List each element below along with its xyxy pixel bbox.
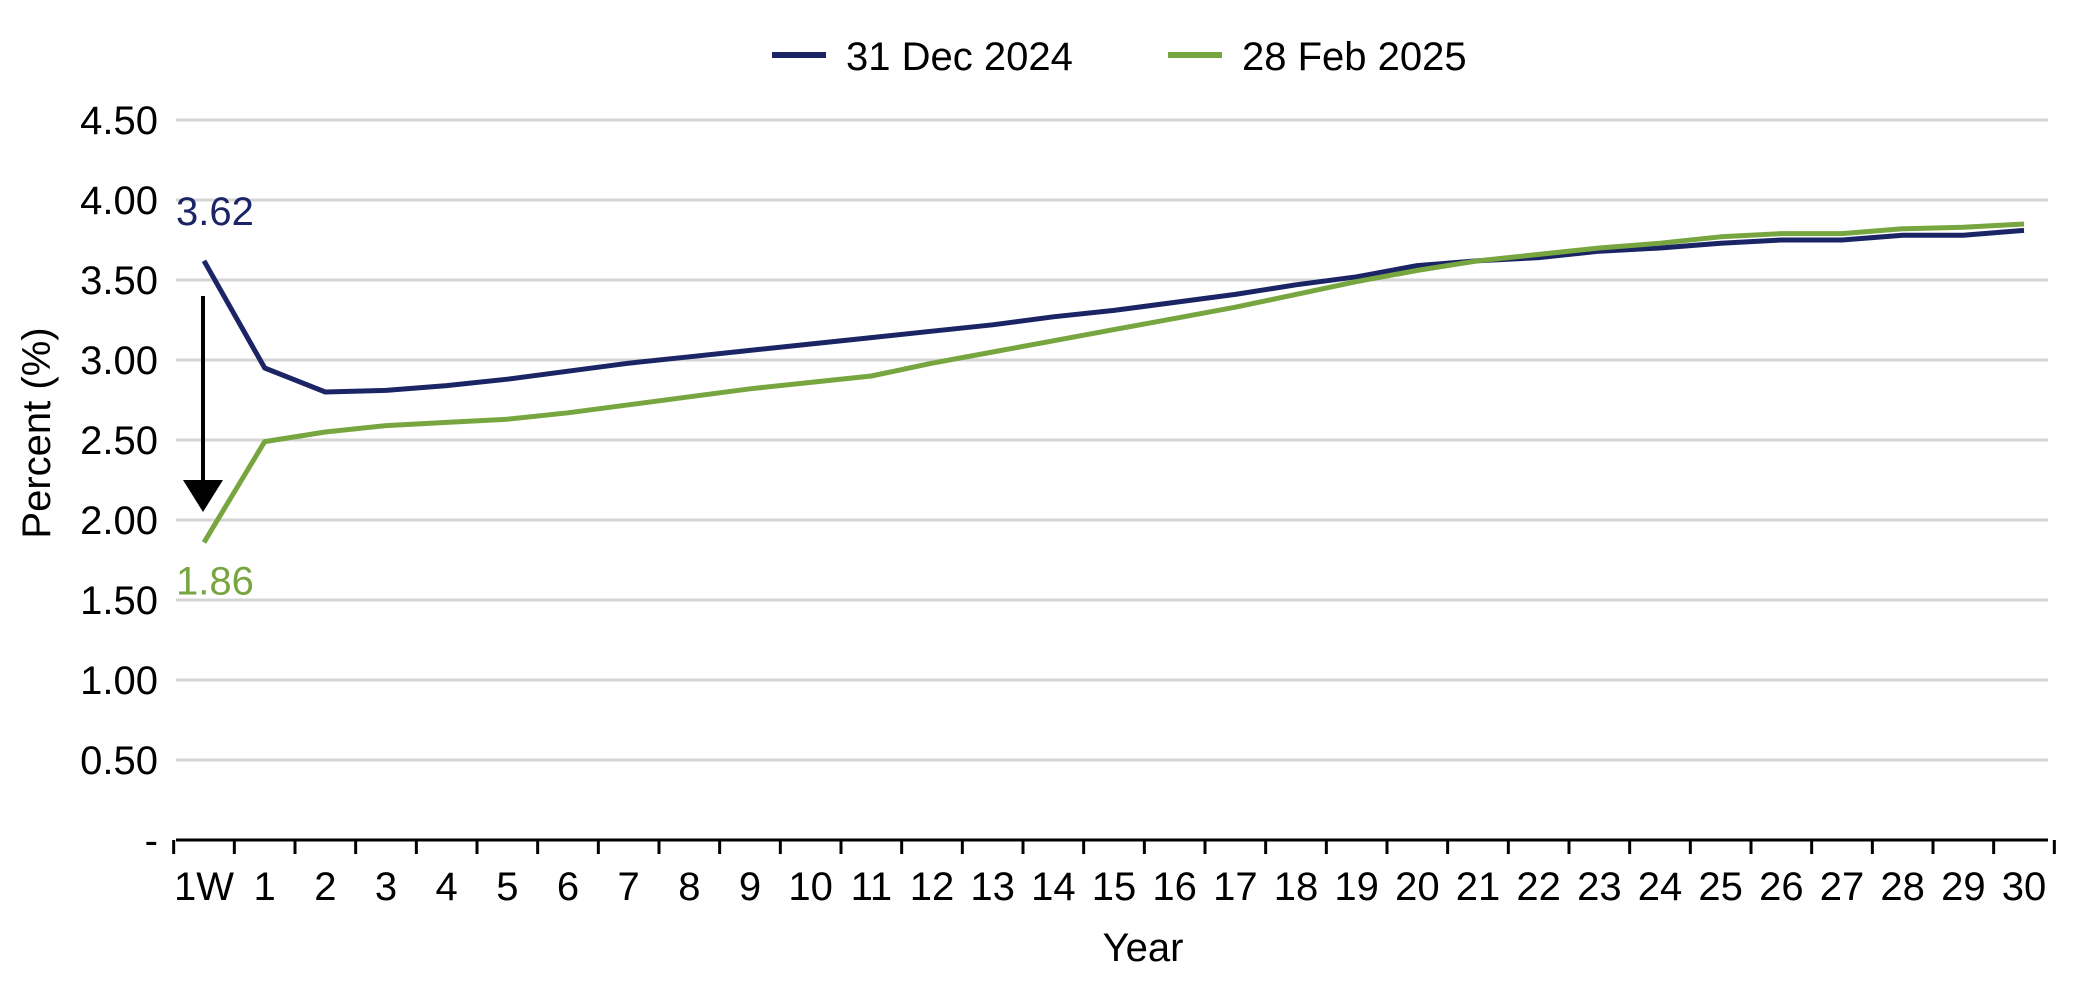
annotation-start-value-1: 3.62 — [176, 190, 254, 234]
y-tick-label: 3.50 — [80, 259, 158, 303]
annotation-start-value-2: 1.86 — [176, 559, 254, 603]
x-tick-label: 6 — [557, 865, 579, 909]
x-tick-label: 30 — [2002, 865, 2047, 909]
y-tick-label: 4.50 — [80, 99, 158, 143]
y-tick-label: 0.50 — [80, 739, 158, 783]
x-tick-label: 22 — [1516, 865, 1561, 909]
series-line-1 — [201, 227, 2025, 395]
y-axis-ticks: - 0.50 1.00 1.50 2.00 2.50 3.00 3.50 4.00 4.50 — [80, 99, 158, 863]
x-tick-label: 18 — [1274, 865, 1319, 909]
x-tick-label: 1W — [174, 865, 234, 909]
series-line-2 — [201, 221, 2025, 544]
annotations: 3.62 1.86 — [176, 190, 254, 604]
x-tick-label: 26 — [1759, 865, 1804, 909]
x-tick-label: 20 — [1395, 865, 1440, 909]
x-tick-label: 9 — [739, 865, 761, 909]
x-tick-label: 11 — [851, 865, 893, 909]
x-tick-label: 25 — [1698, 865, 1743, 909]
y-tick-label: 2.50 — [80, 419, 158, 463]
x-tick-label: 8 — [678, 865, 700, 909]
legend-label-1: 31 Dec 2024 — [846, 35, 1073, 79]
x-axis-title: Year — [1103, 926, 1184, 970]
x-tick-label: 3 — [375, 865, 397, 909]
x-tick-label: 12 — [910, 865, 955, 909]
legend-label-2: 28 Feb 2025 — [1242, 35, 1467, 79]
y-axis-title: Percent (%) — [15, 327, 59, 538]
x-tick-label: 14 — [1031, 865, 1076, 909]
y-tick-label: 1.00 — [80, 659, 158, 703]
x-tick-label: 29 — [1941, 865, 1986, 909]
x-tick-label: 23 — [1577, 865, 1622, 909]
x-tick-label: 16 — [1152, 865, 1197, 909]
x-tick-label: 5 — [496, 865, 518, 909]
y-tick-label: 4.00 — [80, 179, 158, 223]
y-tick-label: 2.00 — [80, 499, 158, 543]
x-tick-label: 13 — [970, 865, 1015, 909]
x-tick-label: 24 — [1638, 865, 1683, 909]
x-tick-label: 19 — [1334, 865, 1379, 909]
x-tick-label: 15 — [1092, 865, 1137, 909]
x-tick-label: 1 — [254, 865, 276, 909]
x-tick-label: 10 — [788, 865, 833, 909]
legend: 31 Dec 2024 28 Feb 2025 — [772, 35, 1467, 79]
x-tick-label: 28 — [1880, 865, 1925, 909]
x-tick-label: 17 — [1213, 865, 1258, 909]
x-tick-label: 7 — [618, 865, 640, 909]
y-tick-label: 3.00 — [80, 339, 158, 383]
gridlines — [176, 118, 2048, 762]
x-tick-label: 4 — [436, 865, 458, 909]
x-tick-label: 27 — [1820, 865, 1865, 909]
x-axis: 1W 1 2 3 4 5 6 7 8 9 10 11 12 13 14 15 16 17 18 19 20 21 22 23 2… — [172, 838, 2056, 909]
arrow-down-icon — [183, 480, 223, 512]
x-tick-label: 2 — [314, 865, 336, 909]
y-tick-label: 1.50 — [80, 579, 158, 623]
series-lines — [201, 221, 2025, 544]
x-tick-label: 21 — [1456, 865, 1501, 909]
y-tick-label: - — [145, 819, 158, 863]
